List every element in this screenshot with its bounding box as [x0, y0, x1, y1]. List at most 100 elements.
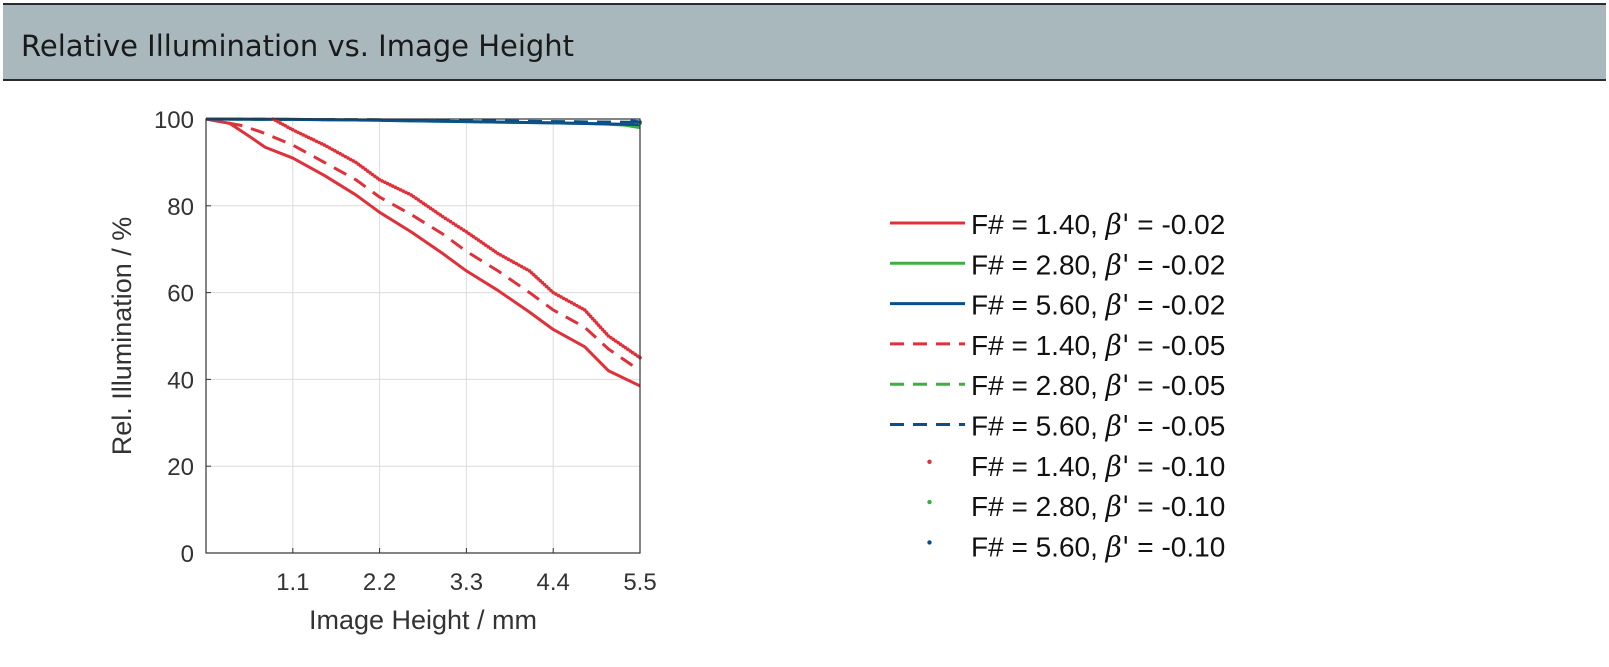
legend-swatch: [927, 540, 932, 545]
axes: [205, 118, 641, 554]
data-point: [351, 159, 356, 163]
legend-label-beta: β': [1105, 410, 1130, 443]
data-point: [346, 156, 350, 160]
legend-label-prefix: F# = 5.60,: [971, 531, 1106, 562]
legend-label-suffix: = -0.05: [1130, 411, 1226, 442]
legend-label-prefix: F# = 5.60,: [971, 411, 1106, 442]
data-point: [443, 216, 448, 221]
data-point: [564, 298, 569, 302]
data-point: [567, 299, 571, 304]
legend-label: F# = 1.40, β' = -0.10: [971, 450, 1225, 483]
data-point: [580, 306, 584, 311]
data-point: [327, 146, 332, 150]
legend-label: F# = 2.80, β' = -0.02: [971, 248, 1225, 281]
legend-label: F# = 1.40, β' = -0.05: [971, 329, 1225, 362]
legend-label: F# = 2.80, β' = -0.05: [971, 369, 1225, 402]
data-point: [440, 214, 445, 219]
legend-label-prefix: F# = 1.40,: [971, 209, 1106, 240]
legend-label-beta: β': [1105, 208, 1130, 241]
legend-entry: F# = 1.40, β' = -0.02: [890, 208, 1225, 241]
legend-entry: F# = 1.40, β' = -0.05: [890, 329, 1225, 362]
data-point: [572, 302, 577, 306]
series-9-markers: [630, 119, 642, 124]
legend-label-beta: β': [1105, 530, 1130, 563]
data-point: [517, 263, 521, 267]
data-point: [343, 154, 348, 159]
x-tick-label: 3.3: [450, 569, 483, 596]
legend-label-prefix: F# = 2.80,: [971, 491, 1106, 522]
data-point: [519, 264, 524, 269]
legend-label-suffix: = -0.02: [1130, 290, 1226, 321]
data-point: [459, 226, 463, 231]
y-tick-label: 60: [167, 281, 194, 308]
legend-label: F# = 5.60, β' = -0.02: [971, 289, 1225, 322]
legend-label-suffix: = -0.10: [1130, 491, 1226, 522]
legend-label-beta: β': [1105, 369, 1130, 402]
x-tick-label: 5.5: [623, 569, 656, 596]
data-point: [556, 293, 561, 298]
data-point: [456, 224, 461, 229]
legend-label-suffix: = -0.05: [1130, 370, 1226, 401]
legend-label-beta: β': [1105, 329, 1130, 362]
legend-label: F# = 5.60, β' = -0.10: [971, 530, 1225, 563]
tick-labels: 1.1 2.2 3.3 4.4 5.5 0 20 40 60 80 100: [154, 107, 657, 596]
legend-label-beta: β': [1105, 248, 1130, 281]
axes-frame: [205, 118, 641, 554]
y-tick-label: 20: [167, 454, 194, 481]
data-point: [498, 253, 503, 257]
legend-label-suffix: = -0.02: [1130, 209, 1226, 240]
header-title: Relative Illumination vs. Image Height: [21, 29, 575, 63]
legend-entry: F# = 5.60, β' = -0.10: [927, 530, 1225, 563]
chart-header-bar: Relative Illumination vs. Image Height: [3, 3, 1606, 81]
data-point: [446, 218, 450, 222]
legend-label-beta: β': [1105, 450, 1130, 483]
data-point: [333, 149, 337, 153]
legend-label-prefix: F# = 1.40,: [971, 330, 1106, 361]
grid: [206, 118, 641, 554]
legend: F# = 1.40, β' = -0.02 F# = 2.80, β' = -0.…: [890, 208, 1225, 563]
data-point: [322, 143, 327, 147]
data-point: [551, 290, 555, 295]
legend-label-prefix: F# = 1.40,: [971, 451, 1106, 482]
legend-entry: F# = 5.60, β' = -0.05: [890, 410, 1225, 443]
data-point: [632, 119, 637, 124]
x-tick-label: 4.4: [537, 569, 570, 596]
x-tick-label: 1.1: [276, 569, 309, 596]
data-point: [348, 157, 353, 162]
data-point: [501, 254, 506, 259]
data-point: [509, 258, 513, 263]
legend-label-beta: β': [1105, 490, 1130, 523]
series-4-line: [205, 117, 641, 372]
y-tick-label: 40: [167, 367, 194, 394]
series-1-line: [205, 117, 641, 388]
legend-entry: F# = 5.60, β' = -0.02: [890, 289, 1225, 322]
x-axis-label: Image Height / mm: [309, 605, 537, 635]
data-point: [448, 219, 453, 224]
data-point: [461, 228, 466, 232]
data-point: [511, 260, 516, 265]
legend-label: F# = 1.40, β' = -0.02: [971, 208, 1225, 241]
data-point: [575, 303, 579, 308]
data-point: [635, 119, 640, 124]
data-point: [330, 147, 335, 152]
legend-entry: F# = 2.80, β' = -0.02: [890, 248, 1225, 281]
legend-label-prefix: F# = 2.80,: [971, 370, 1106, 401]
y-tick-label: 80: [167, 194, 194, 221]
data-point: [554, 292, 558, 296]
legend-label-prefix: F# = 5.60,: [971, 290, 1106, 321]
legend-label: F# = 5.60, β' = -0.05: [971, 410, 1225, 443]
data-point: [325, 144, 329, 149]
legend-entry: F# = 2.80, β' = -0.10: [927, 490, 1225, 523]
x-tick-label: 2.2: [363, 569, 396, 596]
data-point: [335, 150, 340, 155]
data-point: [338, 151, 342, 156]
data-point: [506, 257, 511, 262]
data-point: [496, 251, 500, 256]
legend-label-beta: β': [1105, 289, 1130, 322]
y-axis-label: Rel. Illumination / %: [107, 217, 137, 456]
data-point: [525, 267, 529, 272]
data-point: [451, 221, 456, 226]
legend-label-suffix: = -0.10: [1130, 531, 1226, 562]
plot-area: [206, 119, 640, 553]
